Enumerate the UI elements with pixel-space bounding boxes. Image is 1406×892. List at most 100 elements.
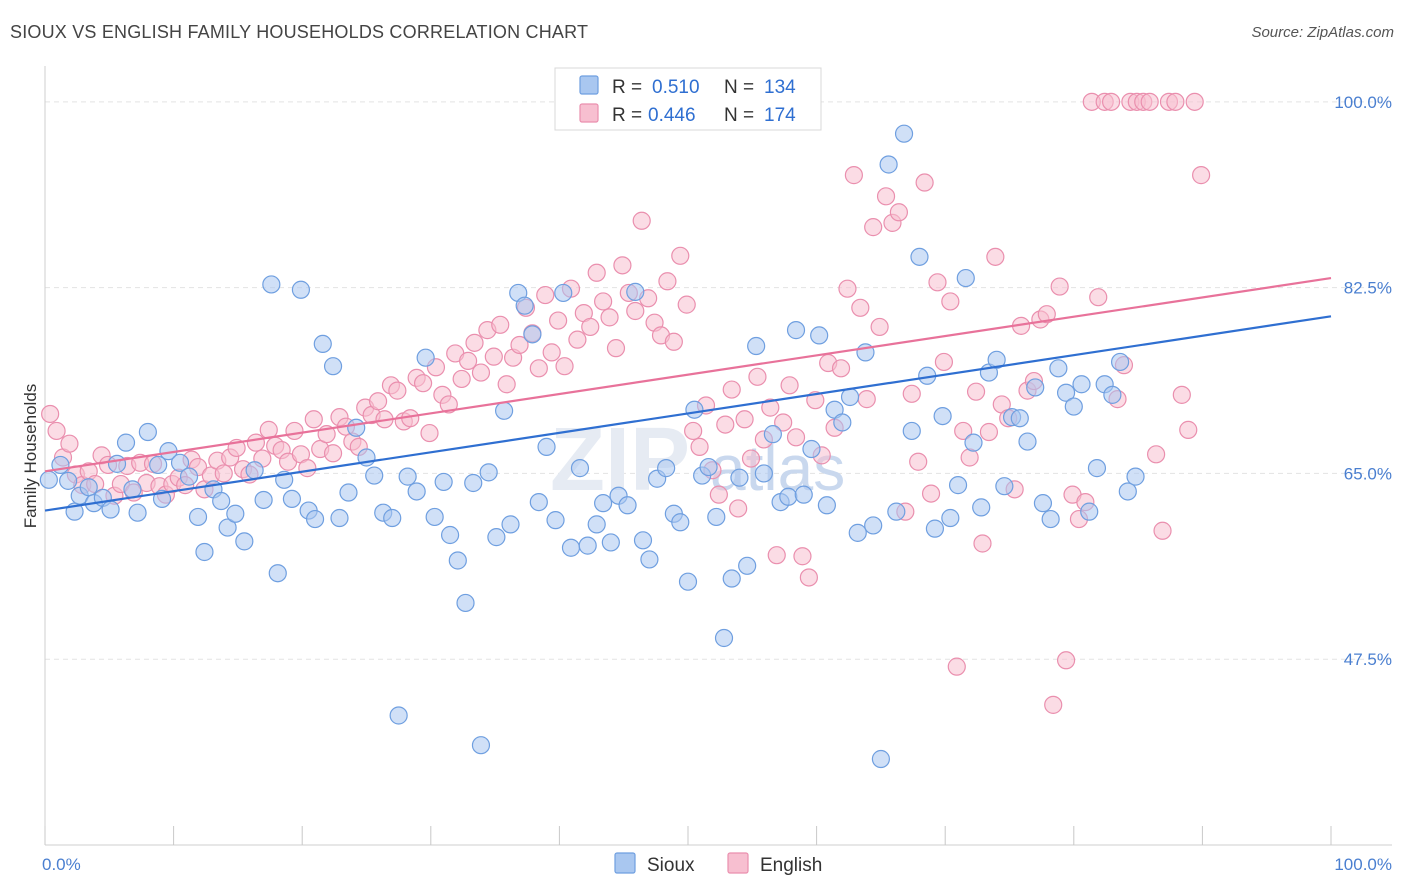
sioux-point	[149, 455, 168, 475]
sioux-point	[440, 525, 460, 545]
english-point	[909, 452, 928, 471]
sioux-point	[383, 508, 402, 528]
sioux-point	[487, 528, 506, 547]
sioux-point	[848, 523, 867, 542]
english-point	[1192, 166, 1211, 185]
sioux-point	[933, 406, 952, 426]
sioux-point	[305, 509, 325, 529]
sioux-point	[678, 572, 698, 591]
sioux-point	[554, 283, 573, 303]
english-point	[780, 376, 799, 395]
english-point	[1185, 92, 1204, 111]
sioux-point	[523, 325, 542, 344]
sioux-point	[578, 536, 597, 555]
axes	[44, 66, 1392, 846]
english-point	[568, 330, 587, 349]
english-point	[587, 263, 606, 282]
english-point	[1140, 92, 1159, 111]
sioux-point	[262, 275, 281, 294]
sioux-point	[330, 508, 349, 528]
english-point	[47, 421, 66, 441]
legend-r-label-sioux: R =	[612, 77, 642, 98]
english-point	[966, 382, 986, 401]
sioux-point	[763, 425, 782, 444]
y-tick-label: 82.5%	[1344, 279, 1392, 298]
english-point	[851, 298, 870, 317]
english-point	[915, 173, 934, 192]
sioux-point	[448, 551, 467, 570]
sioux-point	[570, 459, 590, 478]
english-point	[439, 395, 458, 414]
english-point	[1172, 385, 1191, 404]
english-point	[420, 423, 439, 443]
english-point	[246, 433, 266, 452]
sioux-point	[218, 518, 237, 537]
english-point	[735, 410, 754, 429]
english-point	[761, 398, 780, 417]
english-point	[465, 333, 484, 352]
sioux-point	[879, 155, 898, 174]
sioux-point	[941, 508, 960, 528]
sioux-point	[39, 470, 58, 489]
sioux-point	[1118, 482, 1137, 501]
english-point	[1166, 92, 1185, 111]
english-point	[799, 568, 818, 587]
sioux-point	[1041, 509, 1060, 529]
english-point	[1153, 521, 1172, 540]
english-point	[471, 363, 491, 382]
sioux-point	[268, 564, 287, 583]
english-point	[304, 410, 323, 429]
english-point	[664, 332, 683, 351]
sioux-point	[107, 454, 127, 473]
english-point	[497, 375, 516, 394]
legend-r-label-english: R =	[612, 105, 642, 126]
sioux-point	[738, 556, 757, 575]
sioux-point	[291, 280, 311, 299]
sioux-point	[464, 473, 483, 493]
english-point	[941, 292, 960, 311]
english-point	[947, 657, 966, 676]
sioux-point	[1049, 359, 1068, 378]
sioux-point	[685, 400, 704, 419]
source-attribution: Source: ZipAtlas.com	[1251, 24, 1394, 41]
sioux-point	[425, 507, 444, 527]
sioux-point	[594, 494, 613, 513]
english-point	[1101, 92, 1121, 111]
english-point	[594, 292, 613, 311]
sioux-point	[347, 418, 366, 437]
sioux-point	[964, 433, 983, 452]
english-point	[671, 246, 690, 265]
sioux-point	[1126, 467, 1145, 486]
english-point	[413, 374, 433, 393]
english-point	[870, 317, 889, 337]
english-point	[979, 422, 999, 442]
english-point	[1056, 651, 1076, 670]
sioux-point	[416, 348, 435, 367]
english-point	[613, 256, 632, 275]
english-point	[285, 421, 304, 441]
english-point	[536, 285, 555, 305]
sioux-point	[722, 569, 741, 588]
sioux-point	[170, 453, 190, 472]
sioux-point	[1056, 383, 1076, 402]
english-point	[748, 367, 767, 386]
english-point	[458, 351, 478, 370]
sioux-point	[707, 507, 726, 527]
sioux-point	[786, 321, 806, 340]
sioux-point	[434, 472, 453, 492]
english-point	[934, 352, 954, 372]
sioux-point	[339, 483, 358, 502]
english-point	[60, 434, 79, 453]
series-legend: Sioux English	[614, 852, 822, 876]
english-point	[741, 449, 761, 468]
english-point	[889, 203, 909, 222]
english-point	[793, 547, 812, 566]
bottom-legend-swatch-english	[727, 852, 749, 874]
english-point	[774, 413, 793, 432]
english-point	[600, 308, 619, 327]
bottom-legend-label-english: English	[760, 855, 822, 876]
legend-r-value-sioux: 0.510	[652, 77, 700, 98]
sioux-point	[398, 467, 417, 486]
y-tick-label: 100.0%	[1334, 93, 1392, 112]
